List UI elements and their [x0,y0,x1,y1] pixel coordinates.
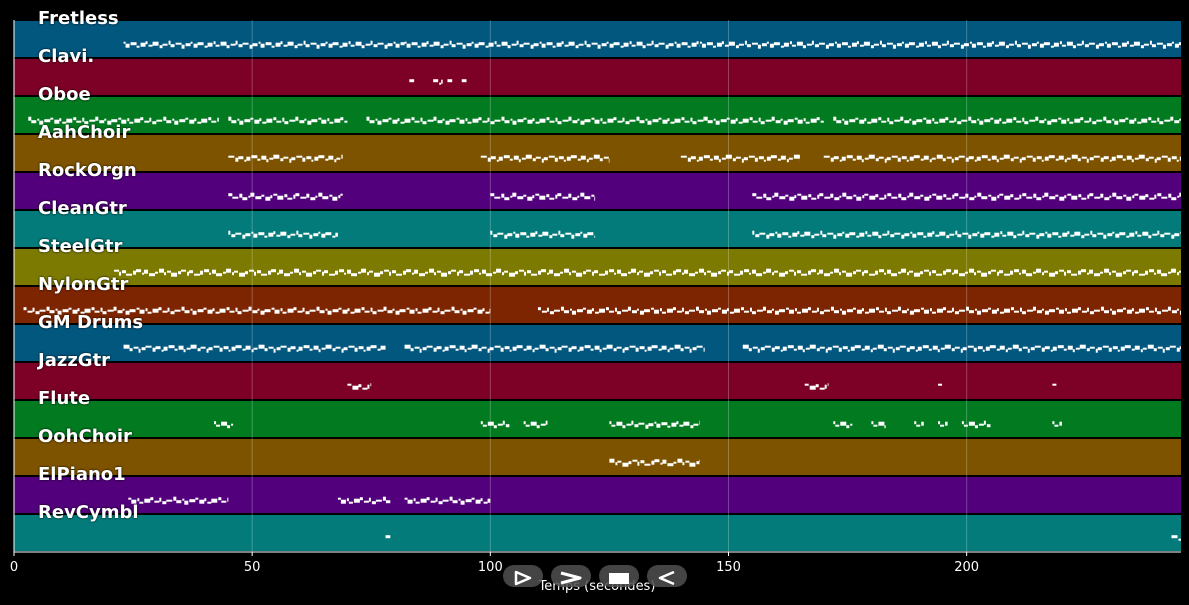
track-label-elpiano1: ElPiano1 [38,464,126,485]
note-segment-fretless-1 [404,40,700,49]
x-tick-label-0: 0 [9,560,19,575]
x-tick-label-100: 100 [477,560,503,575]
stop-icon [609,572,629,584]
note-segment-aahchoir-2 [680,154,800,163]
note-segment-flute-6 [914,421,924,427]
stop-button[interactable] [599,565,639,587]
note-segment-oohchoir-0 [609,458,700,467]
note-segment-jazzgtr-3 [1052,383,1057,386]
note-segment-gm-drums-2 [742,344,1181,353]
track-band-cleangtr [14,211,1181,247]
note-segment-gm-drums-1 [404,344,705,353]
play-button[interactable] [503,565,543,587]
note-segment-clavi-2 [447,79,453,83]
track-label-nylongtr: NylonGtr [38,274,129,295]
note-segment-revcymbl-0 [385,535,391,539]
track-label-flute: Flute [38,388,91,409]
track-band-gm-drums [14,325,1181,361]
track-band-rockorgn [14,173,1181,209]
track-band-revcymbl [14,515,1181,551]
note-segment-flute-8 [961,420,991,429]
track-band-steelgtr [14,249,1181,285]
note-segment-rockorgn-1 [490,192,596,201]
note-segment-clavi-0 [409,79,415,83]
note-segment-cleangtr-2 [752,230,1181,239]
track-band-clavi [14,59,1181,95]
note-segment-nylongtr-1 [537,306,1181,315]
note-segment-steelgtr-0 [114,268,1181,277]
playback-controls [503,565,687,587]
track-band-nylongtr [14,287,1181,323]
track-label-cleangtr: CleanGtr [38,198,127,219]
note-segment-flute-2 [523,420,548,429]
note-segment-rockorgn-0 [228,192,343,201]
note-segment-jazzgtr-2 [938,383,943,386]
track-label-oboe: Oboe [38,84,91,105]
note-segment-cleangtr-0 [228,230,338,239]
track-band-elpiano1 [14,477,1181,513]
track-label-aahchoir: AahChoir [38,122,131,143]
note-segment-oboe-4 [833,116,1181,125]
note-segment-oboe-3 [704,116,824,125]
note-segment-aahchoir-3 [823,154,1181,163]
track-label-clavi: Clavi. [38,46,95,67]
note-segment-flute-3 [609,420,700,429]
note-segment-flute-5 [871,421,886,429]
note-segment-fretless-0 [123,40,405,49]
note-segment-jazzgtr-0 [347,383,372,390]
track-band-aahchoir [14,135,1181,171]
note-segment-clavi-1 [433,79,443,85]
x-tick-label-50: 50 [243,560,261,575]
x-tick-label-200: 200 [954,560,980,575]
note-segment-rockorgn-2 [752,192,1181,201]
note-segment-elpiano1-0 [128,496,229,505]
track-band-jazzgtr [14,363,1181,399]
note-segment-aahchoir-0 [228,154,343,163]
track-label-steelgtr: SteelGtr [38,236,123,257]
chevron-right-icon [560,571,582,584]
track-band-oohchoir [14,439,1181,475]
forward-button[interactable] [551,565,591,587]
x-tick-label-150: 150 [716,560,741,575]
note-segment-nylongtr-0 [23,306,491,315]
track-label-fretless: Fretless [38,8,119,29]
track-label-gm-drums: GM Drums [38,312,144,333]
note-segment-oboe-1 [228,116,348,125]
note-segment-fretless-2 [699,40,1181,49]
note-segment-flute-4 [833,421,853,429]
rewind-icon [658,570,675,585]
note-segment-flute-7 [938,421,948,427]
track-band-fretless [14,21,1181,57]
rewind-button[interactable] [647,565,687,587]
note-segment-elpiano1-1 [337,496,391,505]
track-label-jazzgtr: JazzGtr [38,350,111,371]
note-segment-flute-0 [214,421,234,429]
track-band-flute [14,401,1181,437]
note-segment-revcymbl-1 [1171,535,1181,541]
note-segment-jazzgtr-1 [804,383,829,390]
note-segment-cleangtr-1 [490,230,596,239]
note-segment-flute-1 [480,420,510,429]
note-segment-elpiano1-2 [404,496,491,505]
note-segment-oboe-2 [366,116,705,125]
play-outline-icon [514,570,532,585]
note-segment-aahchoir-1 [480,154,610,163]
track-band-oboe [14,97,1181,133]
track-label-oohchoir: OohChoir [38,426,132,447]
note-segment-oboe-0 [28,116,219,125]
note-segment-flute-9 [1052,421,1062,427]
track-label-revcymbl: RevCymbl [38,502,139,523]
note-segment-gm-drums-0 [123,344,386,353]
note-segment-clavi-3 [461,79,467,83]
track-label-rockorgn: RockOrgn [38,160,137,181]
